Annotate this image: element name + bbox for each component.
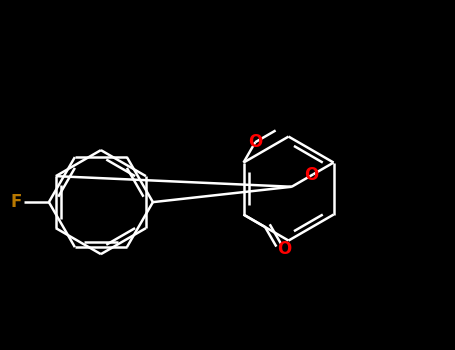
Text: O: O bbox=[248, 133, 263, 151]
Text: O: O bbox=[278, 240, 292, 258]
Text: O: O bbox=[304, 166, 318, 184]
Text: F: F bbox=[10, 193, 21, 211]
